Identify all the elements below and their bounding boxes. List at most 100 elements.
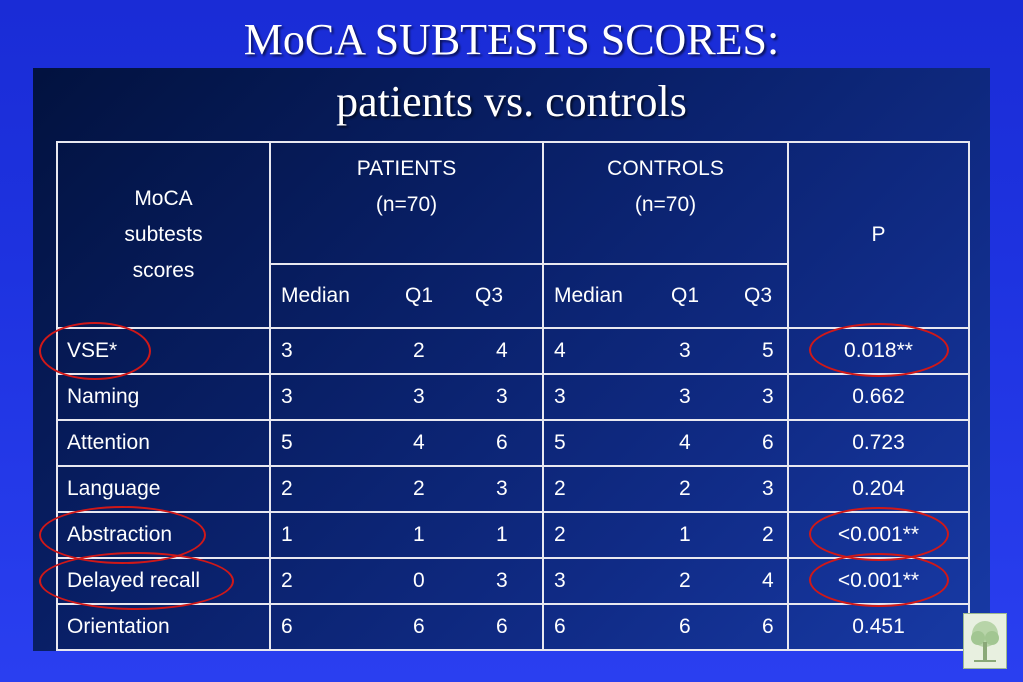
table-row: Attention 5 4 6 5 4 6 0.723	[56, 419, 970, 467]
patients-median-value: 3	[281, 385, 293, 408]
patients-header-line: (n=70)	[375, 193, 438, 216]
table-body: VSE* 3 2 4 4 3 5 0.018** Naming 3 3 3 3 3 3 0.662 Attent…	[56, 327, 970, 651]
p-value: 0.662	[787, 373, 970, 421]
controls-median-value: 2	[554, 477, 566, 500]
patients-q3-value: 3	[496, 385, 508, 408]
controls-q1-value: 1	[679, 523, 691, 546]
patients-q1-value: 2	[413, 477, 425, 500]
patients-median-value: 5	[281, 431, 293, 454]
patients-q1-value: 6	[413, 615, 425, 638]
row-label: VSE*	[56, 327, 271, 375]
patients-values: 3 2 4	[269, 327, 544, 375]
row-label: Attention	[56, 419, 271, 467]
row-label: Language	[56, 465, 271, 513]
patients-subheader: Median Q1 Q3	[269, 263, 544, 329]
controls-q1-value: 6	[679, 615, 691, 638]
controls-values: 3 2 4	[542, 557, 789, 605]
controls-q3-value: 4	[762, 569, 774, 592]
controls-q3-value: 3	[762, 385, 774, 408]
median-subheader: Median	[554, 284, 623, 307]
p-value: 0.204	[787, 465, 970, 513]
patients-q3-value: 4	[496, 339, 508, 362]
controls-q3-value: 6	[762, 431, 774, 454]
controls-q1-value: 3	[679, 385, 691, 408]
controls-subheader: Median Q1 Q3	[542, 263, 789, 329]
slide-subtitle: patients vs. controls	[336, 77, 687, 126]
controls-median-value: 2	[554, 523, 566, 546]
row-label-header-line: MoCA	[134, 187, 193, 210]
table-row: Orientation 6 6 6 6 6 6 0.451	[56, 603, 970, 651]
row-label-header-line: scores	[132, 259, 195, 282]
patients-values: 2 2 3	[269, 465, 544, 513]
patients-values: 3 3 3	[269, 373, 544, 421]
row-label-header-line: subtests	[124, 223, 203, 246]
q3-subheader: Q3	[475, 284, 504, 307]
patients-q3-value: 6	[496, 615, 508, 638]
patients-median-value: 2	[281, 477, 293, 500]
p-value: <0.001**	[787, 511, 970, 559]
patients-median-value: 2	[281, 569, 293, 592]
controls-header-line: CONTROLS	[607, 157, 724, 180]
patients-q3-value: 6	[496, 431, 508, 454]
tree-logo-icon	[963, 613, 1007, 669]
patients-values: 6 6 6	[269, 603, 544, 651]
table-row: Naming 3 3 3 3 3 3 0.662	[56, 373, 970, 421]
row-label-header: MoCA subtests scores	[56, 141, 271, 329]
row-label: Orientation	[56, 603, 271, 651]
p-value: 0.018**	[787, 327, 970, 375]
table-row: Language 2 2 3 2 2 3 0.204	[56, 465, 970, 513]
p-value: 0.451	[787, 603, 970, 651]
patients-q3-value: 3	[496, 477, 508, 500]
controls-median-value: 3	[554, 385, 566, 408]
controls-q1-value: 2	[679, 569, 691, 592]
controls-values: 6 6 6	[542, 603, 789, 651]
patients-q3-value: 3	[496, 569, 508, 592]
controls-values: 2 1 2	[542, 511, 789, 559]
controls-q3-value: 3	[762, 477, 774, 500]
controls-q1-value: 4	[679, 431, 691, 454]
patients-median-value: 3	[281, 339, 293, 362]
patients-values: 2 0 3	[269, 557, 544, 605]
q1-subheader: Q1	[405, 284, 434, 307]
q3-subheader: Q3	[744, 284, 773, 307]
patients-q1-value: 0	[413, 569, 425, 592]
controls-values: 2 2 3	[542, 465, 789, 513]
table-row: Delayed recall 2 0 3 3 2 4 <0.001**	[56, 557, 970, 605]
controls-q3-value: 2	[762, 523, 774, 546]
controls-header-line: (n=70)	[634, 193, 697, 216]
controls-median-value: 3	[554, 569, 566, 592]
row-label: Abstraction	[56, 511, 271, 559]
patients-q1-value: 1	[413, 523, 425, 546]
p-value: <0.001**	[787, 557, 970, 605]
patients-median-value: 1	[281, 523, 293, 546]
controls-values: 5 4 6	[542, 419, 789, 467]
patients-median-value: 6	[281, 615, 293, 638]
controls-header: CONTROLS (n=70)	[542, 141, 789, 265]
row-label: Naming	[56, 373, 271, 421]
patients-q1-value: 2	[413, 339, 425, 362]
patients-header: PATIENTS (n=70)	[269, 141, 544, 265]
controls-q3-value: 5	[762, 339, 774, 362]
table-row: Abstraction 1 1 1 2 1 2 <0.001**	[56, 511, 970, 559]
subtests-table: MoCA subtests scores PATIENTS (n=70) CON…	[56, 141, 970, 651]
p-value: 0.723	[787, 419, 970, 467]
controls-median-value: 4	[554, 339, 566, 362]
patients-values: 1 1 1	[269, 511, 544, 559]
table-row: VSE* 3 2 4 4 3 5 0.018**	[56, 327, 970, 375]
slide-title: MoCA SUBTESTS SCORES:	[243, 15, 780, 64]
controls-median-value: 5	[554, 431, 566, 454]
median-subheader: Median	[281, 284, 350, 307]
q1-subheader: Q1	[671, 284, 700, 307]
controls-q1-value: 2	[679, 477, 691, 500]
controls-values: 3 3 3	[542, 373, 789, 421]
p-header: P	[787, 141, 970, 329]
controls-values: 4 3 5	[542, 327, 789, 375]
patients-values: 5 4 6	[269, 419, 544, 467]
patients-header-line: PATIENTS	[356, 157, 457, 180]
controls-median-value: 6	[554, 615, 566, 638]
patients-q3-value: 1	[496, 523, 508, 546]
row-label: Delayed recall	[56, 557, 271, 605]
controls-q1-value: 3	[679, 339, 691, 362]
controls-q3-value: 6	[762, 615, 774, 638]
patients-q1-value: 3	[413, 385, 425, 408]
